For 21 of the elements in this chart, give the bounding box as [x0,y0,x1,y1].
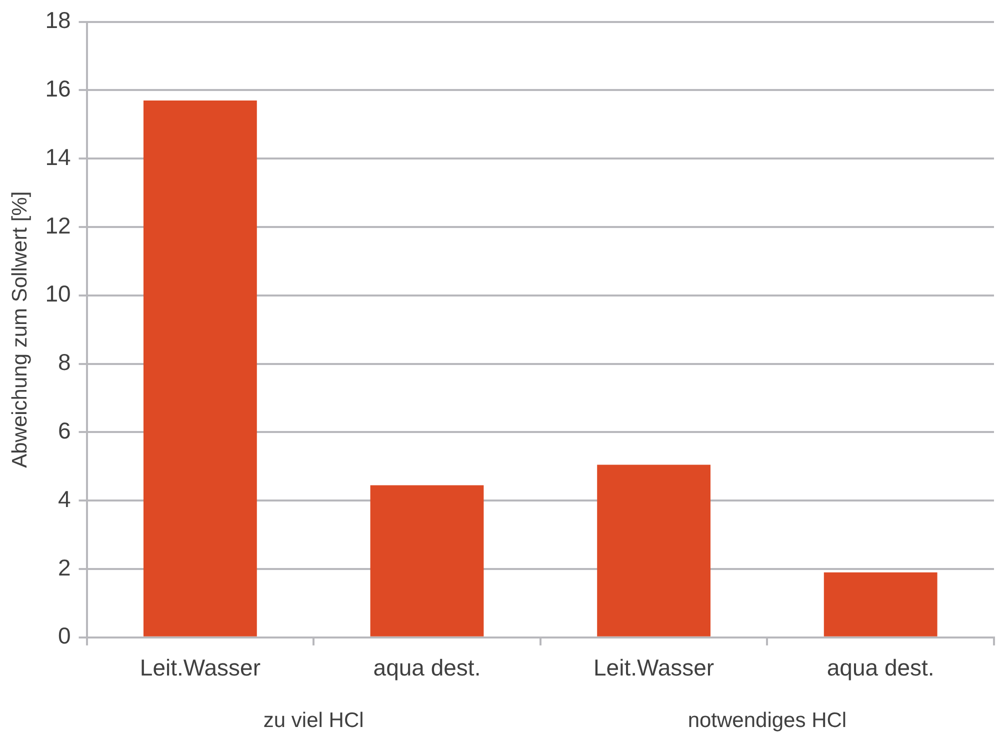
x-tick-label: aqua dest. [826,654,934,681]
text: zu viel HCl [263,708,364,732]
y-tick-label: 2 [58,554,71,580]
y-tick-label: 14 [45,144,71,170]
y-tick-label: 6 [58,418,71,444]
x-tick-label: aqua dest. [373,654,481,681]
y-tick-label: 18 [45,7,71,34]
y-axis-title: Abweichung zum Sollwert [%] [8,191,32,468]
text: notwendiges HCl [688,708,847,732]
bar [824,572,938,636]
y-tick-label: 8 [58,349,71,376]
y-tick-label: 10 [45,280,71,307]
bar [143,100,257,636]
x-tick-label: Leit.Wasser [594,654,714,681]
bar [597,464,710,636]
x-tick-label: Leit.Wasser [140,654,261,681]
y-tick-label: 16 [45,76,71,102]
y-tick-label: 12 [45,212,71,238]
y-tick-label: 0 [58,622,71,649]
y-tick-label: 4 [58,486,71,512]
bar [370,485,484,636]
